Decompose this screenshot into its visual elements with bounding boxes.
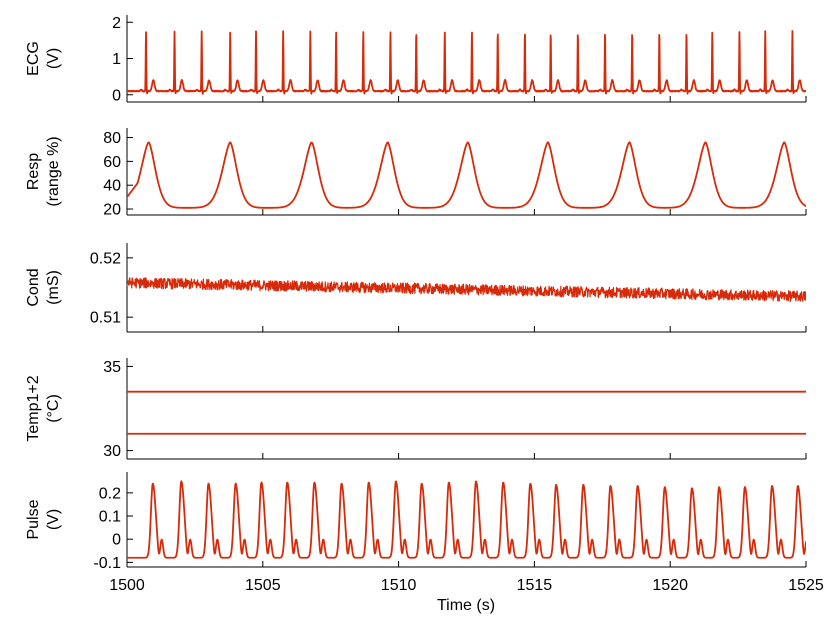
panel-ecg: 0 1 2 ECG (V) xyxy=(25,15,807,104)
x-tick-label: 1505 xyxy=(245,577,281,594)
y-axis-label-line: Cond xyxy=(25,268,42,306)
y-tick-label: 40 xyxy=(103,178,121,195)
panel-resp: 20 40 60 80 Resp (range %) xyxy=(25,128,807,219)
panel-pulse: -0.1 0 0.1 0.2 Pulse (V) 1500 1505 1510 1515 1520 1… xyxy=(25,472,824,594)
y-tick-label: 35 xyxy=(103,359,121,376)
y-axis-label: ECG (V) xyxy=(25,41,62,76)
y-axis-label: Cond (mS) xyxy=(25,268,62,306)
series-resp xyxy=(127,141,806,209)
series-cond xyxy=(127,277,806,302)
y-tick-label: 30 xyxy=(103,443,121,460)
y-axis-label-line: Temp1+2 xyxy=(25,375,42,441)
y-tick-label: 0 xyxy=(112,87,121,104)
panel-temp: 30 35 Temp1+2 (°C) xyxy=(25,358,807,460)
y-tick-label: 60 xyxy=(103,154,121,171)
y-tick-label: 20 xyxy=(103,202,121,219)
y-tick-label: 0.52 xyxy=(90,250,121,267)
y-axis-label-line: (range %) xyxy=(45,136,62,206)
x-tick-label: 1520 xyxy=(652,577,688,594)
x-tick-label: 1500 xyxy=(109,577,145,594)
y-axis-label-line: (V) xyxy=(45,509,62,530)
x-tick-label: 1510 xyxy=(381,577,417,594)
series-pulse xyxy=(127,480,806,559)
y-tick-label: 0.1 xyxy=(99,509,121,526)
y-axis-label-line: (V) xyxy=(45,48,62,69)
series-ecg xyxy=(127,30,806,95)
y-tick-label: 0.2 xyxy=(99,485,121,502)
y-axis-label: Temp1+2 (°C) xyxy=(25,375,62,441)
y-tick-label: 1 xyxy=(112,51,121,68)
y-axis-label-line: (mS) xyxy=(45,270,62,305)
x-tick-label: 1515 xyxy=(517,577,553,594)
y-tick-label: 0 xyxy=(112,532,121,549)
y-tick-label: 80 xyxy=(103,130,121,147)
y-axis-label: Resp (range %) xyxy=(25,136,62,206)
y-tick-label: -0.1 xyxy=(93,555,121,572)
panel-cond: 0.51 0.52 Cond (mS) xyxy=(25,243,807,333)
x-axis-label: Time (s) xyxy=(437,597,495,614)
y-axis-label: Pulse (V) xyxy=(25,499,62,539)
y-axis-label-line: ECG xyxy=(25,41,42,76)
y-axis-label-line: Resp xyxy=(25,153,42,190)
y-tick-label: 0.51 xyxy=(90,310,121,327)
y-axis-label-line: Pulse xyxy=(25,499,42,539)
x-tick-label: 1525 xyxy=(788,577,824,594)
y-tick-label: 2 xyxy=(112,15,121,32)
y-axis-label-line: (°C) xyxy=(45,394,62,423)
